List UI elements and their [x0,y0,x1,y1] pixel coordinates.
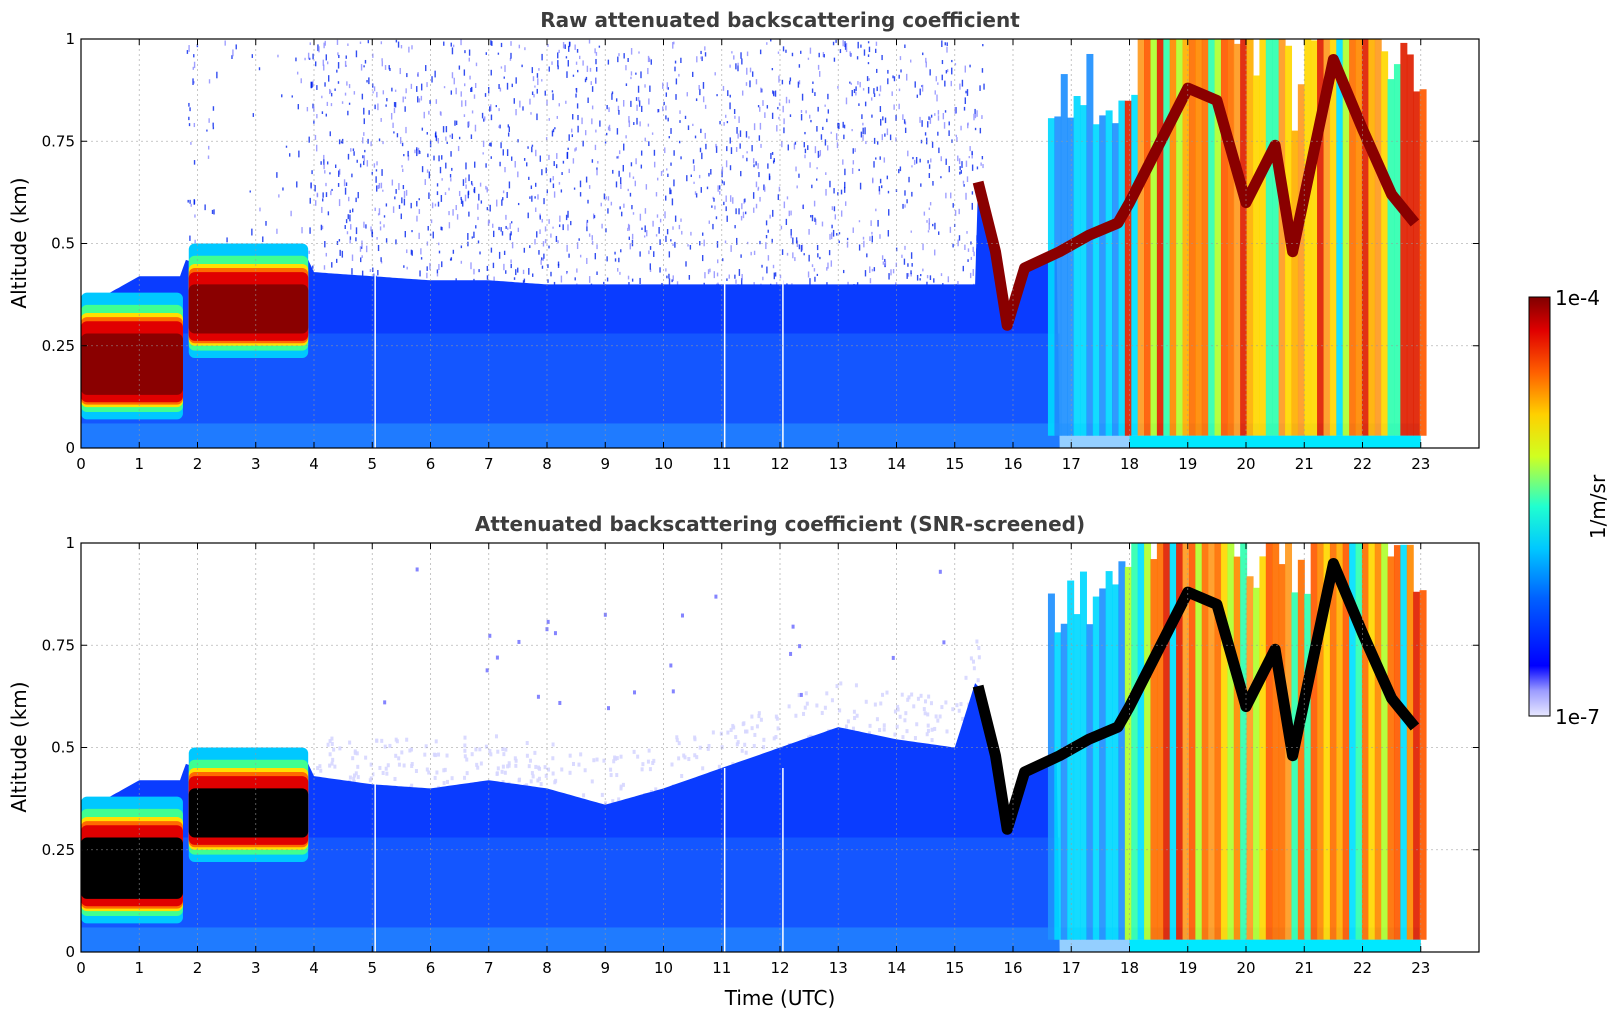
y-tick-label: 1 [65,534,75,552]
x-tick-label: 5 [367,455,377,473]
x-tick-label: 3 [251,455,261,473]
y-tick-label: 0.75 [42,132,75,150]
x-tick-label: 10 [654,455,673,473]
x-tick-label: 17 [1062,455,1081,473]
panel-screened: Attenuated backscattering coefficient (S… [7,512,1480,1010]
ground-strip [1129,435,1421,448]
x-tick-label: 22 [1353,455,1372,473]
x-tick-label: 4 [309,455,319,473]
x-tick-label: 22 [1353,959,1372,977]
y-tick-label: 0 [65,439,75,457]
colorbar-min-label: 1e-7 [1555,705,1600,729]
heatmap-plot [81,39,1479,448]
x-tick-label: 3 [251,959,261,977]
x-tick-label: 19 [1178,455,1197,473]
y-axis-label: Altitude (km) [7,681,31,812]
x-tick-label: 13 [829,959,848,977]
y-tick-label: 0.25 [42,841,75,859]
noise-field [316,567,981,806]
aerosol-layer [188,747,309,863]
axis-ticks: 0 1 2 3 4 5 6 7 8 9 10 11 12 13 14 15 16 17 18 19 20 21 22 2300… [42,534,1479,977]
x-tick-label: 1 [134,959,144,977]
x-tick-label: 4 [309,959,319,977]
ground-strip [1129,939,1421,952]
x-tick-label: 1 [134,455,144,473]
x-tick-label: 8 [542,455,552,473]
x-tick-label: 21 [1295,455,1314,473]
panel-title: Attenuated backscattering coefficient (S… [475,512,1085,536]
colorbar-max-label: 1e-4 [1555,286,1600,310]
x-tick-label: 17 [1062,959,1081,977]
x-tick-label: 20 [1236,455,1255,473]
colorbar: 1e-4 1e-7 1/m/sr [1528,286,1610,729]
grid [81,543,1479,952]
x-tick-label: 19 [1178,959,1197,977]
x-tick-label: 15 [945,959,964,977]
x-tick-label: 7 [484,959,494,977]
colorbar-unit-label: 1/m/sr [1586,474,1610,539]
cloud-base-layer [972,558,1420,835]
y-tick-label: 1 [65,30,75,48]
y-tick-label: 0.5 [51,739,75,757]
x-tick-label: 11 [712,959,731,977]
cloud-base-layer [972,54,1420,331]
x-tick-label: 6 [426,455,436,473]
x-tick-label: 12 [770,455,789,473]
x-tick-label: 0 [76,959,86,977]
axis-ticks: 0 1 2 3 4 5 6 7 8 9 10 11 12 13 14 15 16 17 18 19 20 21 22 2300… [42,30,1479,473]
x-tick-label: 16 [1003,959,1022,977]
x-tick-label: 12 [770,959,789,977]
x-tick-label: 20 [1236,959,1255,977]
noise-field [186,39,985,290]
grid [81,39,1479,448]
x-tick-label: 23 [1411,455,1430,473]
x-tick-label: 9 [600,455,610,473]
x-tick-label: 23 [1411,959,1430,977]
x-tick-label: 21 [1295,959,1314,977]
x-tick-label: 2 [193,959,203,977]
x-tick-label: 16 [1003,455,1022,473]
x-tick-label: 9 [600,959,610,977]
colorbar-gradient [1528,296,1551,717]
x-tick-label: 5 [367,959,377,977]
y-tick-label: 0.75 [42,636,75,654]
x-tick-label: 10 [654,959,673,977]
x-tick-label: 14 [887,455,906,473]
x-tick-label: 2 [193,455,203,473]
x-axis-label: Time (UTC) [724,986,836,1010]
x-tick-label: 6 [426,959,436,977]
x-tick-label: 13 [829,455,848,473]
aerosol-layer [188,243,309,359]
y-tick-label: 0.25 [42,337,75,355]
heatmap-plot [81,543,1479,952]
y-tick-label: 0.5 [51,235,75,253]
panel-raw: Raw attenuated backscattering coefficien… [7,8,1480,473]
x-tick-label: 14 [887,959,906,977]
aerosol-layer [81,796,183,924]
x-tick-label: 18 [1120,455,1139,473]
x-tick-label: 7 [484,455,494,473]
x-tick-label: 11 [712,455,731,473]
cloud-field [972,39,1427,448]
x-tick-label: 18 [1120,959,1139,977]
panel-title: Raw attenuated backscattering coefficien… [540,8,1020,32]
x-tick-label: 8 [542,959,552,977]
x-tick-label: 0 [76,455,86,473]
y-axis-label: Altitude (km) [7,177,31,308]
cloud-field [972,543,1427,952]
aerosol-layer [81,292,183,420]
y-tick-label: 0 [65,943,75,961]
x-tick-label: 15 [945,455,964,473]
